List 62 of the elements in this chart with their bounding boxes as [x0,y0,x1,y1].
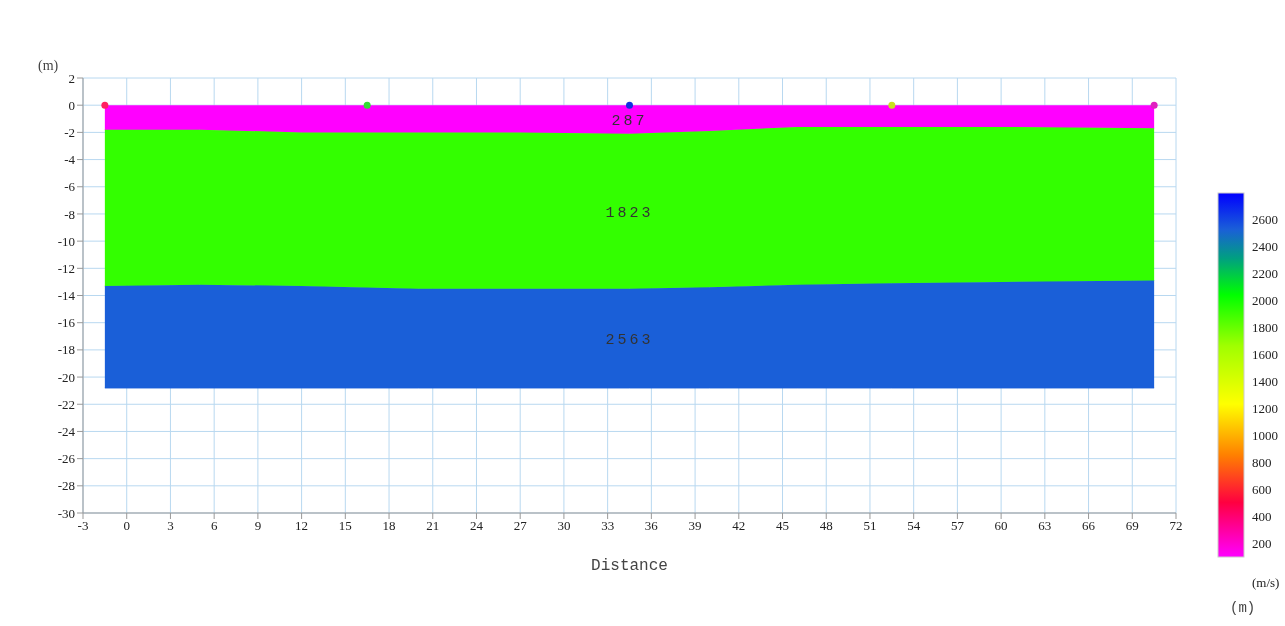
x-tick-label: 48 [819,518,833,534]
x-tick-label: 24 [469,518,484,534]
x-tick-label: -3 [77,518,89,534]
y-tick-label: -16 [57,315,76,331]
y-tick-label: -28 [57,478,75,494]
y-tick-label: -26 [57,451,76,467]
color-bar-label: 200 [1252,536,1272,552]
y-tick-label: -2 [64,124,75,140]
color-bar-label: 1600 [1252,347,1278,363]
x-axis-title: Distance [591,557,668,575]
color-bar-label: 1200 [1252,401,1278,417]
x-tick-label: 66 [1082,518,1096,534]
y-axis-title: (m) [38,58,59,74]
x-tick-label: 6 [210,518,218,534]
x-tick-label: 51 [863,518,877,534]
color-bar-label: 2000 [1252,293,1278,309]
y-tick-label: -8 [64,206,75,222]
x-tick-label: 42 [732,518,746,534]
color-bar-label: 2600 [1252,212,1278,228]
text: (m) [1230,600,1256,616]
x-tick-label: 15 [338,518,352,534]
y-tick-label: 0 [68,97,75,113]
y-tick-label: -24 [57,424,76,440]
x-tick-label: 57 [950,518,965,534]
series-label: 2563 [605,331,654,349]
series-label: 1823 [605,204,654,222]
y-tick-label: -6 [64,179,76,195]
y-tick-label: -22 [57,396,75,412]
y-tick-label: -10 [57,233,75,249]
x-tick-label: 33 [601,518,615,534]
color-bar-label: 2400 [1252,239,1278,255]
x-tick-label: 21 [426,518,440,534]
x-tick-label: 60 [994,518,1008,534]
y-tick-label: 2 [68,70,75,86]
color-bar-label: 1400 [1252,374,1278,390]
color-bar-label: 600 [1252,482,1272,498]
color-bar-label: 1800 [1252,320,1278,336]
x-tick-label: 30 [557,518,571,534]
y-tick-label: -20 [57,369,75,385]
color-bar-title: (m/s) [1252,575,1280,590]
x-tick-label: 45 [776,518,790,534]
x-tick-label: 36 [644,518,659,534]
x-tick-label: 3 [167,518,174,534]
x-tick-label: 72 [1169,518,1183,534]
x-tick-label: 9 [254,518,262,534]
x-tick-label: 63 [1038,518,1052,534]
x-tick-label: 54 [907,518,921,534]
x-tick-label: 0 [123,518,130,534]
x-tick-label: 69 [1125,518,1139,534]
x-tick-label: 39 [688,518,702,534]
color-bar-label: 800 [1252,455,1272,471]
x-tick-label: 18 [382,518,396,534]
color-bar-label: 1000 [1252,428,1278,444]
y-tick-label: -14 [57,288,76,304]
y-tick-label: -18 [57,342,75,358]
y-tick-label: -12 [57,260,75,276]
y-tick-label: -4 [64,152,76,168]
color-bar-label: 400 [1252,509,1272,525]
y-tick-label: -30 [57,505,75,521]
color-bar-label: 2200 [1252,266,1278,282]
x-tick-label: 27 [513,518,528,534]
x-tick-label: 12 [295,518,309,534]
